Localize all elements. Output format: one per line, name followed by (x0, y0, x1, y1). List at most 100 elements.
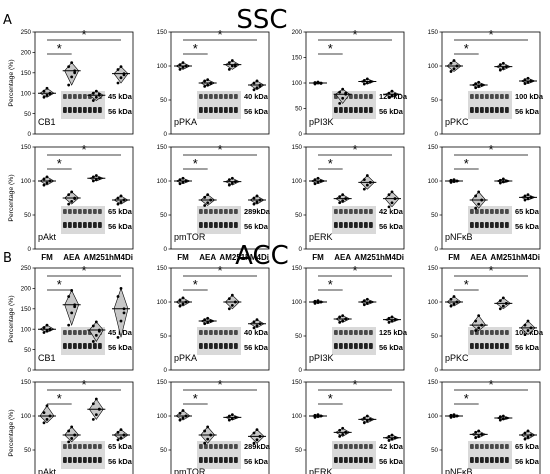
data-point (73, 433, 77, 437)
blot-band (344, 209, 348, 214)
y-tick-label: 0 (435, 367, 439, 374)
blot-band (204, 209, 208, 214)
data-point (203, 441, 207, 445)
y-tick-label: 150 (157, 265, 168, 272)
significance-star-long: * (488, 27, 493, 42)
y-tick-label: 150 (292, 55, 303, 62)
data-point (178, 298, 182, 302)
data-point (184, 179, 188, 183)
violin-shape (64, 62, 80, 86)
data-point (449, 180, 453, 184)
blot-band (83, 209, 87, 214)
y-tick-label: 50 (24, 447, 31, 454)
data-point (477, 85, 481, 88)
blot-band (204, 444, 208, 449)
blot-band (480, 343, 484, 349)
blot-band (349, 444, 353, 449)
y-tick-label: 0 (164, 131, 168, 138)
data-point (227, 68, 231, 71)
data-point (252, 81, 256, 85)
blot-band (470, 457, 474, 463)
blot-band (229, 222, 233, 228)
blot-band (359, 94, 363, 99)
y-tick-label: 200 (21, 286, 32, 293)
data-point (341, 87, 345, 91)
y-tick-label: 250 (21, 265, 32, 272)
blot-band (199, 457, 203, 463)
plot-frame (170, 267, 270, 371)
data-point (184, 414, 188, 418)
blot-band (234, 343, 238, 349)
data-point (498, 63, 502, 67)
blot-band (78, 209, 82, 214)
blot-band (224, 222, 228, 228)
data-point (477, 80, 481, 84)
significance-star-long: * (217, 377, 222, 392)
data-point (94, 95, 98, 99)
plot-frame (441, 31, 541, 135)
blot-band (224, 330, 228, 335)
blot-band (495, 107, 499, 113)
data-point (480, 323, 484, 327)
data-point (477, 429, 481, 433)
blot-band (334, 343, 338, 349)
blot-band (334, 444, 338, 449)
band-label-target: 40 kDa (244, 328, 269, 337)
data-point (97, 92, 101, 96)
y-tick-label: 0 (164, 367, 168, 374)
data-point (91, 179, 95, 183)
data-point (255, 324, 259, 328)
data-point (70, 425, 74, 429)
data-point (206, 437, 210, 441)
data-point (181, 180, 185, 184)
data-point (67, 429, 71, 433)
blot-band (505, 107, 509, 113)
blot-band (349, 94, 353, 99)
data-point (316, 180, 320, 184)
blot-band (480, 457, 484, 463)
y-tick-label: 50 (24, 212, 31, 219)
data-point (338, 321, 342, 324)
blot-band (359, 222, 363, 228)
y-tick-label: 100 (157, 299, 168, 306)
blot-band (500, 209, 504, 214)
blot-band (98, 222, 102, 228)
blot-band (480, 222, 484, 228)
data-point (67, 440, 71, 444)
data-point (341, 199, 345, 203)
blot-band (234, 209, 238, 214)
band-label-target: 65 kDa (515, 442, 540, 451)
blot-band (500, 94, 504, 99)
blot-band (63, 94, 67, 99)
data-point (119, 65, 123, 69)
data-point (258, 85, 262, 88)
blot-band (229, 343, 233, 349)
y-tick-label: 100 (157, 178, 168, 185)
data-point (252, 202, 256, 206)
blot-band (63, 343, 67, 349)
protein-label: pNFκB (445, 232, 473, 242)
data-point (119, 436, 123, 440)
data-point (455, 64, 459, 68)
data-point (67, 193, 71, 197)
blot-band (359, 444, 363, 449)
band-label-target: 289kDa (244, 207, 271, 216)
x-tick-label: AM251 (219, 253, 245, 262)
data-point (393, 436, 397, 440)
data-point (498, 418, 502, 422)
blot-band (485, 444, 489, 449)
data-point (526, 319, 530, 323)
panel-ssc-ppka: 0 50 100 150 40 kDa 56 kDa pPKA * * (157, 27, 270, 138)
data-point (344, 317, 348, 321)
blot-band (495, 457, 499, 463)
data-point (181, 302, 185, 306)
data-point (526, 193, 530, 197)
blot-band (500, 107, 504, 113)
data-point (365, 414, 369, 418)
data-point (227, 178, 231, 182)
blot-band (214, 343, 218, 349)
significance-star-long: * (217, 263, 222, 278)
blot-band (78, 107, 82, 113)
y-tick-label: 50 (160, 333, 167, 340)
data-point (203, 85, 207, 88)
